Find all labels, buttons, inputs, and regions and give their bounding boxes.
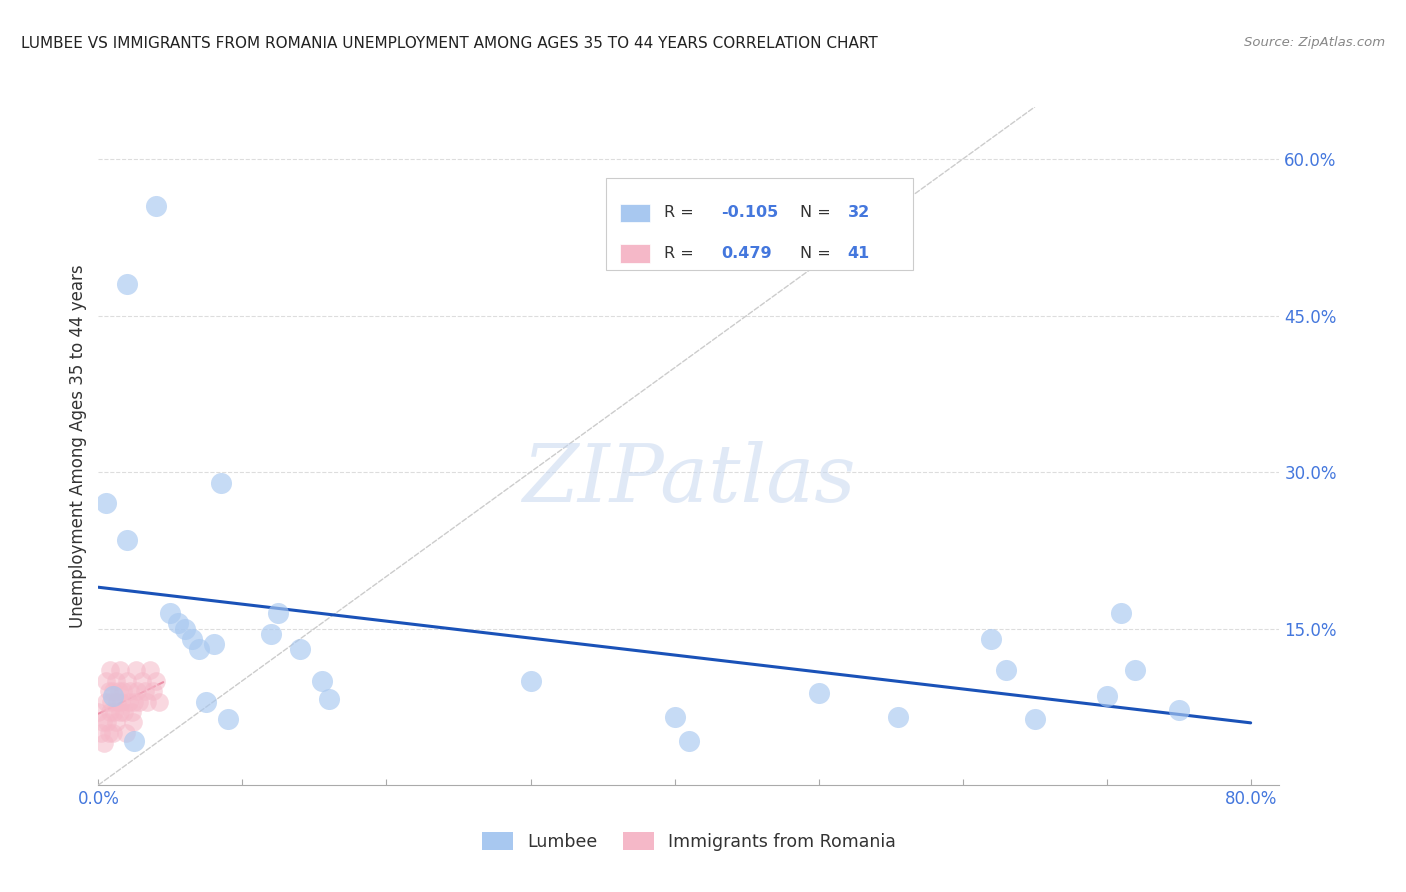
Point: [318, 692, 340, 706]
Point: [101, 726, 124, 740]
Point: [115, 673, 138, 688]
Point: [159, 606, 181, 620]
Point: [980, 632, 1002, 646]
Text: R =: R =: [665, 205, 699, 220]
Point: [311, 673, 333, 688]
Point: [678, 734, 700, 748]
Point: [1024, 712, 1046, 726]
Point: [94, 694, 117, 708]
Point: [97, 726, 120, 740]
Text: Source: ZipAtlas.com: Source: ZipAtlas.com: [1244, 36, 1385, 49]
Point: [118, 694, 141, 708]
Point: [260, 626, 283, 640]
Point: [98, 705, 121, 719]
Point: [124, 694, 146, 708]
Text: 0.479: 0.479: [721, 246, 772, 260]
Point: [114, 726, 136, 740]
Point: [1125, 663, 1147, 677]
Point: [101, 684, 124, 698]
Point: [145, 199, 167, 213]
Point: [145, 673, 167, 688]
Point: [121, 705, 143, 719]
Point: [1109, 606, 1132, 620]
Y-axis label: Unemployment Among Ages 35 to 44 years: Unemployment Among Ages 35 to 44 years: [69, 264, 87, 628]
Point: [131, 673, 153, 688]
Point: [136, 694, 159, 708]
Point: [181, 632, 204, 646]
Point: [111, 684, 134, 698]
Point: [110, 694, 132, 708]
Bar: [620, 203, 650, 222]
Point: [105, 694, 128, 708]
Point: [100, 694, 122, 708]
Point: [994, 663, 1017, 677]
Point: [122, 715, 145, 730]
Point: [173, 622, 195, 636]
Point: [127, 684, 149, 698]
Point: [108, 663, 131, 677]
Point: [101, 690, 124, 704]
Text: ZIPatlas: ZIPatlas: [522, 442, 856, 518]
Point: [108, 705, 131, 719]
Point: [98, 663, 121, 677]
Point: [139, 663, 162, 677]
Point: [91, 715, 114, 730]
Point: [148, 694, 170, 708]
Point: [125, 663, 148, 677]
Legend: Lumbee, Immigrants from Romania: Lumbee, Immigrants from Romania: [475, 825, 903, 857]
Point: [107, 684, 129, 698]
Point: [115, 533, 138, 547]
Point: [94, 496, 117, 510]
Point: [664, 710, 686, 724]
Point: [807, 686, 830, 700]
Point: [112, 705, 135, 719]
Text: R =: R =: [665, 246, 699, 260]
Point: [93, 736, 115, 750]
Point: [288, 642, 311, 657]
Bar: [620, 244, 650, 263]
Point: [209, 475, 232, 490]
Point: [94, 673, 117, 688]
Point: [1095, 690, 1118, 704]
Point: [97, 684, 120, 698]
Point: [96, 715, 118, 730]
Point: [202, 637, 225, 651]
Text: -0.105: -0.105: [721, 205, 779, 220]
Point: [128, 694, 150, 708]
Point: [166, 616, 188, 631]
Point: [142, 684, 165, 698]
Point: [1167, 703, 1189, 717]
FancyBboxPatch shape: [606, 178, 914, 269]
Point: [134, 684, 156, 698]
Point: [267, 606, 290, 620]
Text: LUMBEE VS IMMIGRANTS FROM ROMANIA UNEMPLOYMENT AMONG AGES 35 TO 44 YEARS CORRELA: LUMBEE VS IMMIGRANTS FROM ROMANIA UNEMPL…: [21, 36, 877, 51]
Point: [519, 673, 541, 688]
Point: [115, 277, 138, 292]
Text: N =: N =: [800, 246, 837, 260]
Point: [87, 705, 110, 719]
Point: [104, 673, 127, 688]
Point: [103, 705, 125, 719]
Point: [887, 710, 910, 724]
Point: [90, 726, 112, 740]
Text: 41: 41: [848, 246, 870, 260]
Point: [188, 642, 211, 657]
Point: [195, 694, 218, 708]
Point: [217, 712, 239, 726]
Point: [124, 734, 146, 748]
Text: 32: 32: [848, 205, 870, 220]
Text: N =: N =: [800, 205, 837, 220]
Point: [120, 684, 142, 698]
Point: [104, 715, 127, 730]
